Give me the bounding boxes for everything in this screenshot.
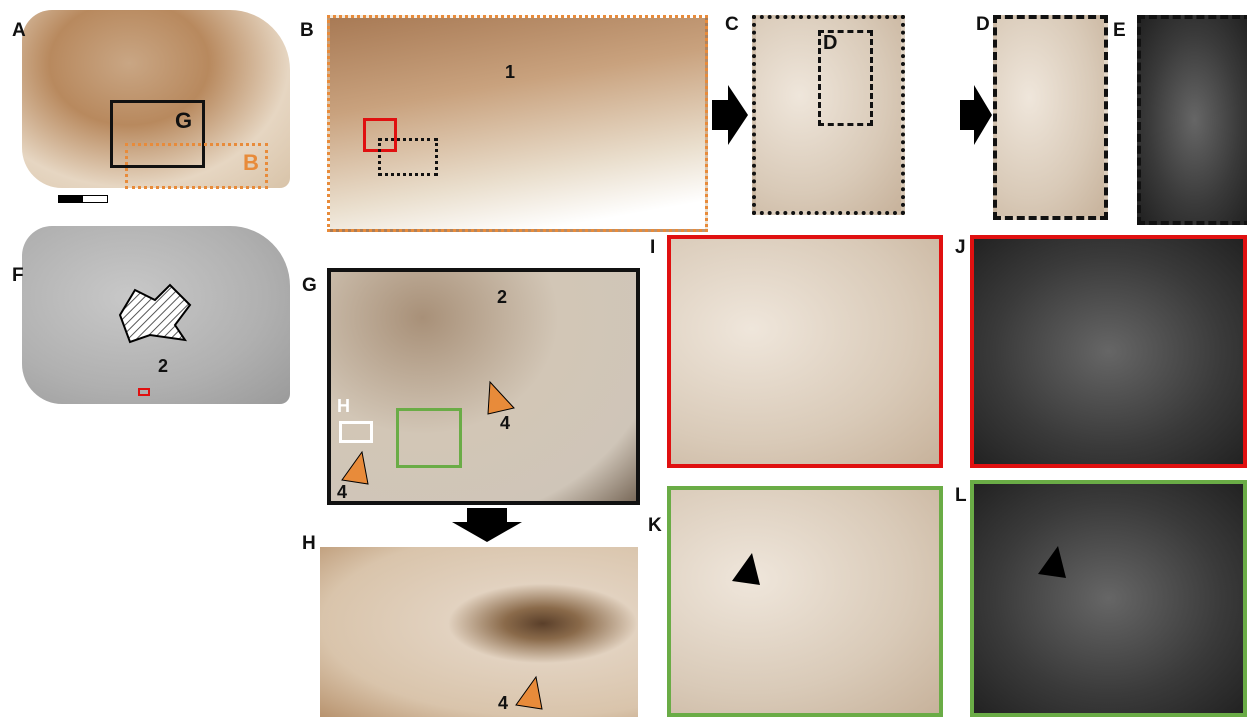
region-label: G xyxy=(175,108,192,134)
photo-panel xyxy=(667,486,943,717)
panel-letter: C xyxy=(725,14,739,36)
photo-panel xyxy=(320,547,638,717)
arrow xyxy=(712,85,748,145)
panel-letter: B xyxy=(300,20,314,42)
feature-label: 2 xyxy=(497,287,507,308)
photo-panel xyxy=(970,480,1247,717)
arrowhead xyxy=(732,553,762,587)
panel-letter: A xyxy=(12,20,26,42)
figure: A B C D E F G H I J K L G B 1 D 2 2 4 H … xyxy=(0,0,1247,717)
panel-letter: D xyxy=(976,14,990,36)
panel-letter: F xyxy=(12,265,24,287)
photo-panel xyxy=(970,235,1247,468)
arrowhead xyxy=(340,450,370,486)
feature-label: 4 xyxy=(498,693,508,714)
region-label: D xyxy=(823,32,837,55)
region-box xyxy=(339,421,373,443)
lesion-outline xyxy=(110,280,200,350)
region-box xyxy=(378,138,438,176)
photo-panel xyxy=(1137,15,1247,225)
photo-panel xyxy=(327,268,640,505)
arrow xyxy=(960,85,992,145)
panel-letter: L xyxy=(955,485,967,507)
panel-letter: K xyxy=(648,515,662,537)
panel-letter: E xyxy=(1113,20,1126,42)
feature-label: 1 xyxy=(505,62,515,83)
feature-label: 4 xyxy=(337,482,347,503)
arrowhead xyxy=(1038,546,1068,580)
feature-label: 4 xyxy=(500,413,510,434)
photo-panel xyxy=(667,235,943,468)
region-label: B xyxy=(243,150,259,176)
panel-letter: G xyxy=(302,275,317,297)
panel-letter: I xyxy=(650,237,655,259)
region-box xyxy=(396,408,462,468)
feature-label: 2 xyxy=(158,356,168,377)
region-label: H xyxy=(337,396,350,417)
arrowhead xyxy=(486,380,516,416)
scale-bar xyxy=(58,195,108,203)
panel-letter: H xyxy=(302,533,316,555)
panel-letter: J xyxy=(955,237,966,259)
arrow xyxy=(452,508,522,542)
photo-panel xyxy=(993,15,1108,220)
arrowhead xyxy=(514,675,544,711)
region-box xyxy=(138,388,150,396)
